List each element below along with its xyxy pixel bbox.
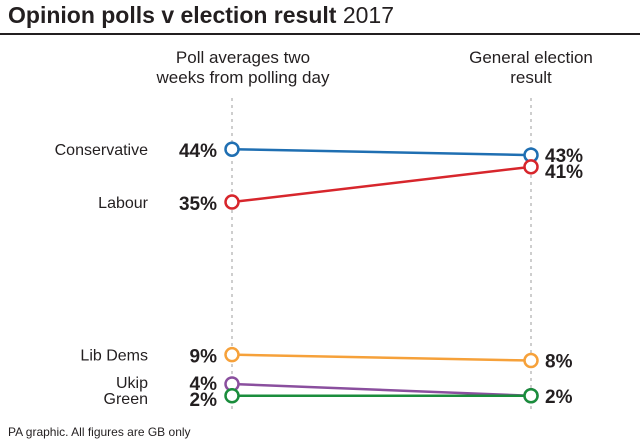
poll-value-lib-dems: 9%: [190, 347, 218, 368]
point-poll-conservative: [224, 141, 240, 157]
footer-note: PA graphic. All figures are GB only: [8, 425, 191, 439]
party-label-labour: Labour: [98, 195, 148, 212]
series-line-ukip: [231, 382, 532, 398]
column-header-result: result: [510, 68, 552, 87]
party-label-lib-dems: Lib Dems: [80, 348, 148, 365]
point-poll-lib-dems: [224, 346, 240, 363]
series-line-labour: [231, 165, 532, 204]
party-label-green: Green: [104, 391, 148, 408]
poll-value-green: 2%: [190, 390, 218, 411]
result-value-lib-dems: 8%: [545, 352, 573, 373]
title-rule: [0, 33, 640, 35]
party-label-conservative: Conservative: [55, 142, 148, 159]
column-header-result: General election: [469, 48, 593, 67]
point-poll-labour: [224, 194, 240, 210]
point-result-labour: [523, 159, 539, 175]
result-value-labour: 41%: [545, 162, 583, 183]
point-result-lib-dems: [523, 352, 539, 369]
series-line-lib-dems: [231, 353, 532, 362]
title-main: Opinion polls v election result: [8, 2, 337, 28]
result-value-conservative: 43%: [545, 146, 583, 167]
point-result-green: [523, 388, 539, 404]
column-header-poll: Poll averages two: [176, 48, 310, 67]
column-header-poll: weeks from polling day: [156, 68, 330, 87]
chart-title: Opinion polls v election result 2017: [8, 2, 394, 29]
result-value-ukip: 2%: [545, 387, 573, 408]
poll-value-ukip: 4%: [190, 374, 218, 395]
series-line-conservative: [231, 147, 532, 157]
poll-value-conservative: 44%: [179, 141, 217, 162]
poll-value-labour: 35%: [179, 194, 217, 215]
party-label-ukip: Ukip: [116, 375, 148, 392]
title-year: 2017: [342, 2, 394, 28]
point-poll-green: [224, 388, 240, 404]
